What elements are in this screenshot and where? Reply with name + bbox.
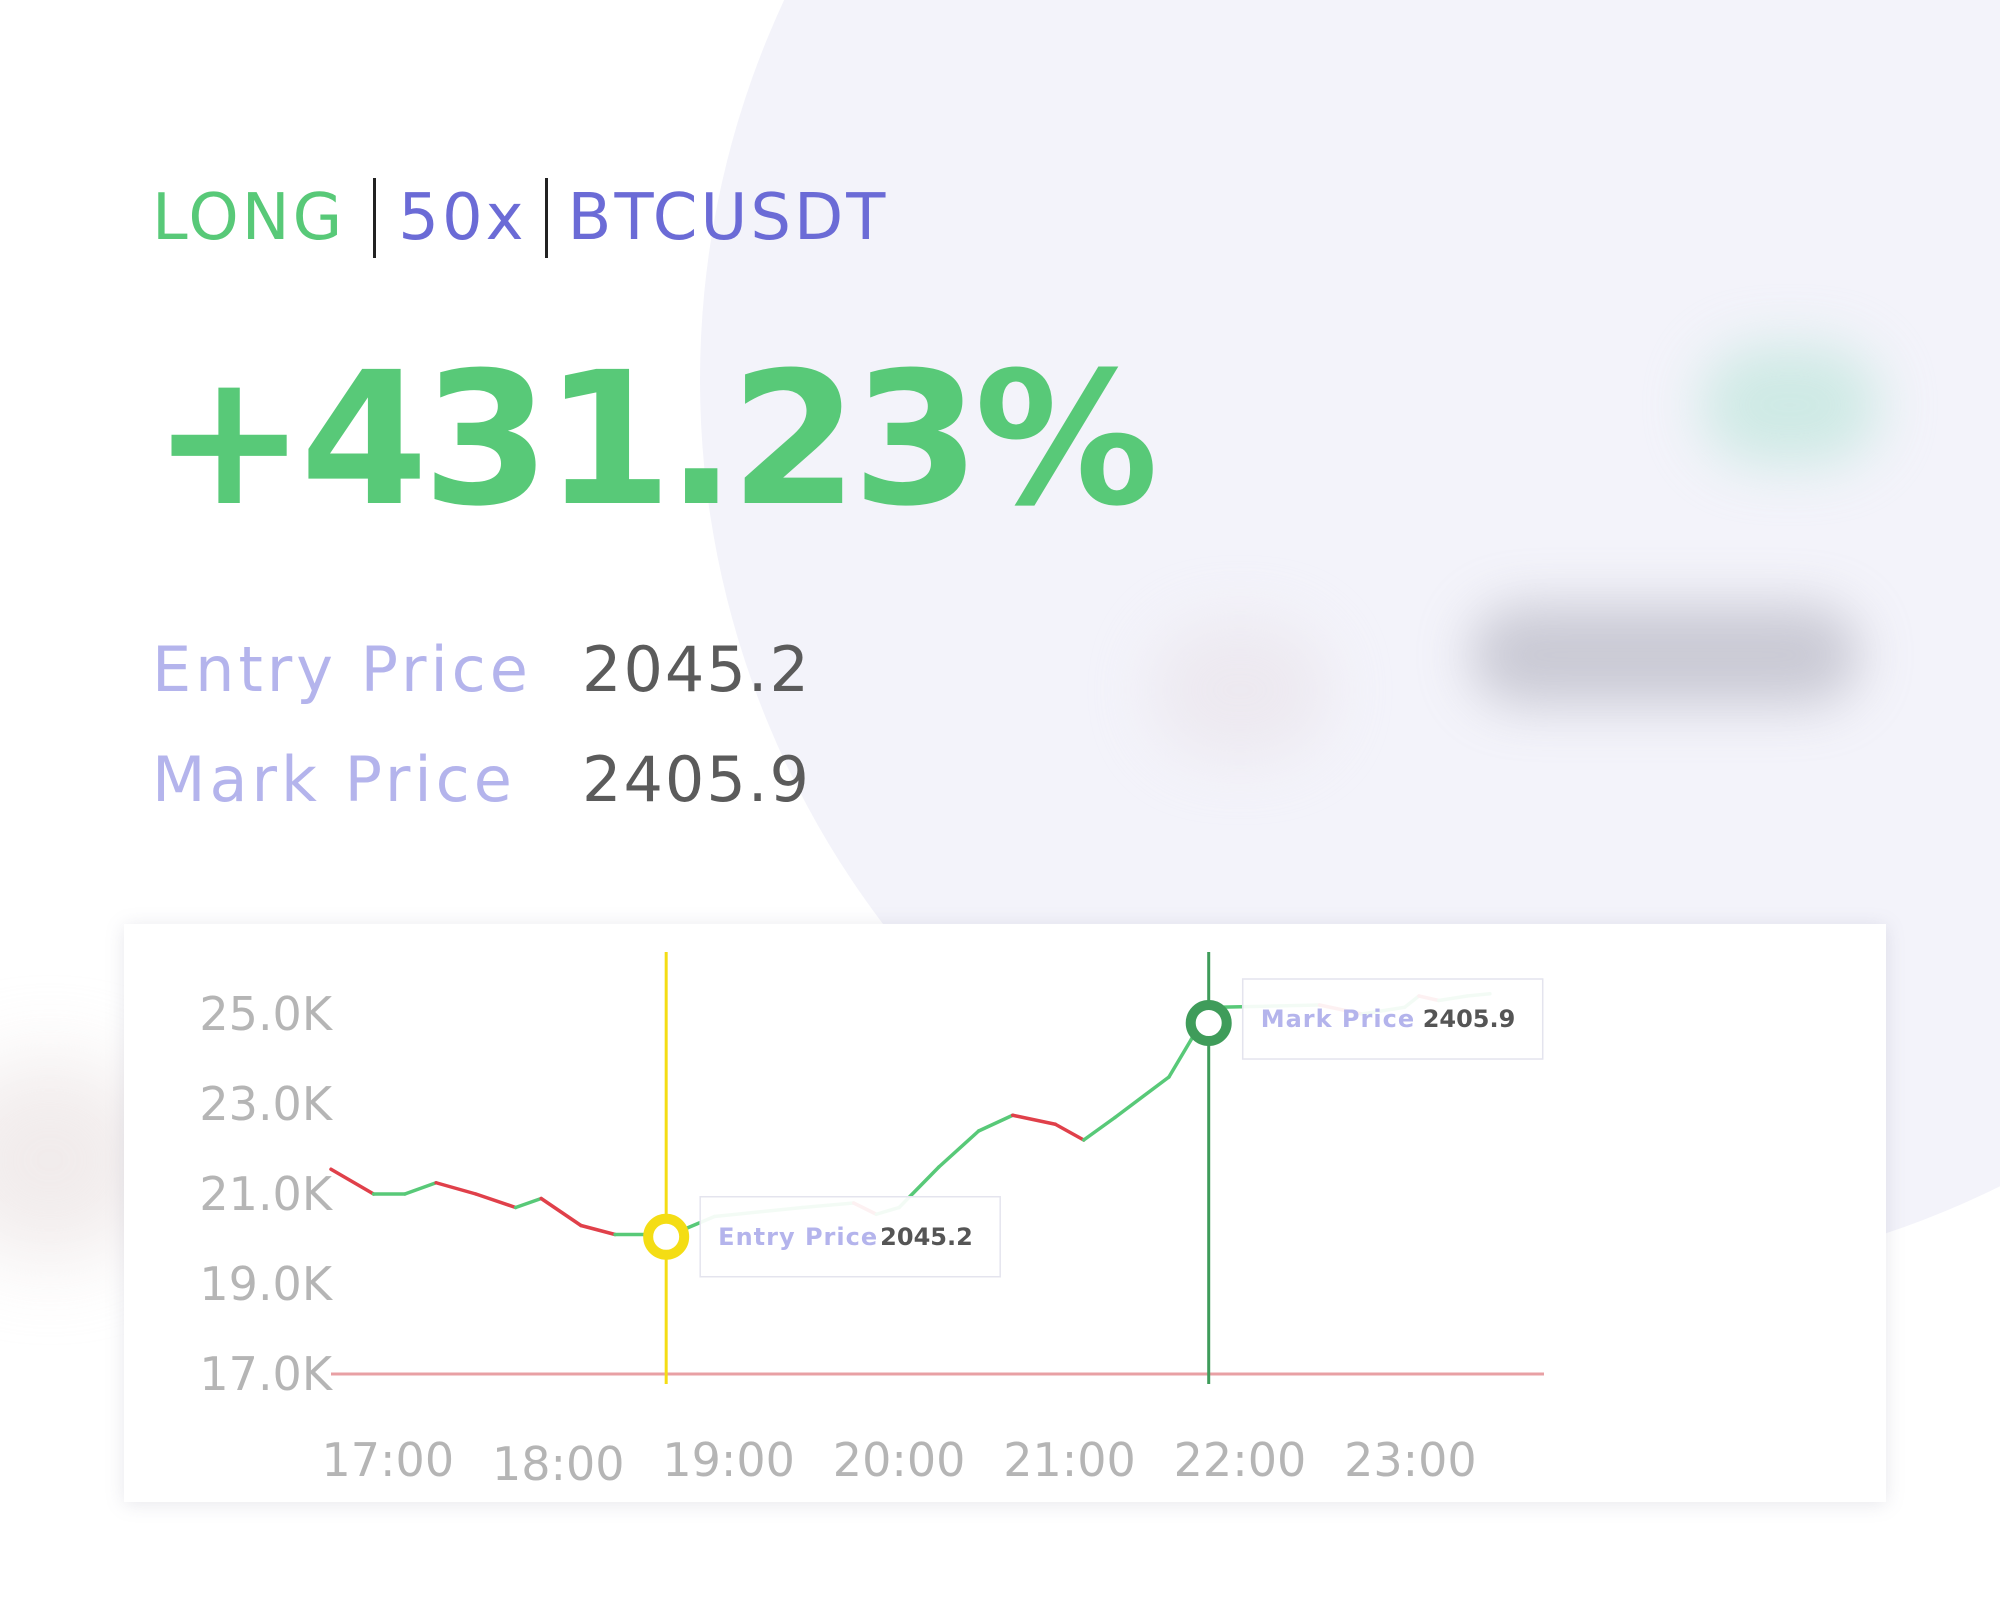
price-line-segment	[1167, 1037, 1194, 1079]
chart-markers: Entry Price 2045.2 Mark Price 2405.9	[643, 952, 1544, 1384]
tooltip-box	[699, 1196, 1001, 1278]
position-side: LONG	[152, 181, 346, 255]
price-line-segment	[539, 1196, 583, 1228]
price-line-segment	[434, 1181, 478, 1196]
background-blur-shape	[1700, 345, 1880, 465]
price-chart-card: 25.0K 23.0K 21.0K 19.0K 17.0K 17:00 18:00 19:0…	[124, 924, 1886, 1502]
background-blur-shape	[1470, 605, 1860, 705]
marker-dot[interactable]	[1185, 1000, 1232, 1046]
divider	[373, 178, 377, 258]
price-line-segment	[937, 1129, 981, 1169]
x-tick-label: 20:00	[833, 1433, 966, 1487]
y-axis: 25.0K 23.0K 21.0K 19.0K 17.0K	[199, 987, 333, 1401]
tooltip-label: Entry Price	[718, 1223, 878, 1251]
y-tick-label: 19.0K	[199, 1257, 333, 1311]
tooltip-value: 2405.9	[1423, 1005, 1516, 1033]
entry-price-tooltip: Entry Price 2045.2	[699, 1196, 1001, 1278]
y-tick-label: 25.0K	[199, 987, 333, 1041]
pnl-percent: +431.23%	[152, 333, 1159, 547]
x-tick-label: 21:00	[1003, 1433, 1136, 1487]
price-line-segment	[1010, 1113, 1058, 1126]
price-line-segment	[579, 1223, 617, 1237]
x-tick-label: 18:00	[492, 1437, 625, 1491]
tooltip-value: 2045.2	[880, 1223, 973, 1251]
y-tick-label: 23.0K	[199, 1077, 333, 1131]
x-tick-label: 19:00	[662, 1433, 795, 1487]
x-tick-label: 22:00	[1174, 1433, 1307, 1487]
position-headline: LONG 50x BTCUSDT	[152, 178, 888, 258]
symbol-name: BTCUSDT	[567, 181, 889, 255]
divider	[544, 178, 548, 258]
tooltip-label: Mark Price	[1261, 1005, 1415, 1033]
price-line-segment	[403, 1181, 438, 1196]
y-tick-label: 17.0K	[199, 1347, 333, 1401]
price-line-segment	[1053, 1122, 1086, 1142]
y-tick-label: 21.0K	[199, 1167, 333, 1221]
price-line-segment	[513, 1196, 543, 1210]
x-tick-label: 23:00	[1344, 1433, 1477, 1487]
tooltip-box	[1241, 978, 1544, 1060]
price-line-segment	[1081, 1115, 1117, 1142]
mark-price-value: 2405.9	[582, 743, 811, 816]
background-blur-shape	[1150, 620, 1330, 760]
marker-dot[interactable]	[643, 1213, 690, 1260]
price-line-segment	[329, 1167, 376, 1196]
price-line-segment	[474, 1192, 518, 1210]
mark-price-label: Mark Price	[152, 743, 516, 816]
mark-price-tooltip: Mark Price 2405.9	[1241, 978, 1544, 1060]
price-line-segment	[1113, 1075, 1171, 1120]
price-line-segment	[976, 1113, 1015, 1133]
x-axis: 17:00 18:00 19:00 20:00 21:00 22:00 23:00	[322, 1433, 1477, 1491]
entry-price-value: 2045.2	[582, 633, 811, 706]
leverage-value: 50x	[398, 181, 527, 255]
price-chart: 25.0K 23.0K 21.0K 19.0K 17.0K 17:00 18:00 19:0…	[199, 952, 1544, 1491]
entry-price-label: Entry Price	[152, 633, 532, 706]
x-tick-label: 17:00	[322, 1433, 455, 1487]
